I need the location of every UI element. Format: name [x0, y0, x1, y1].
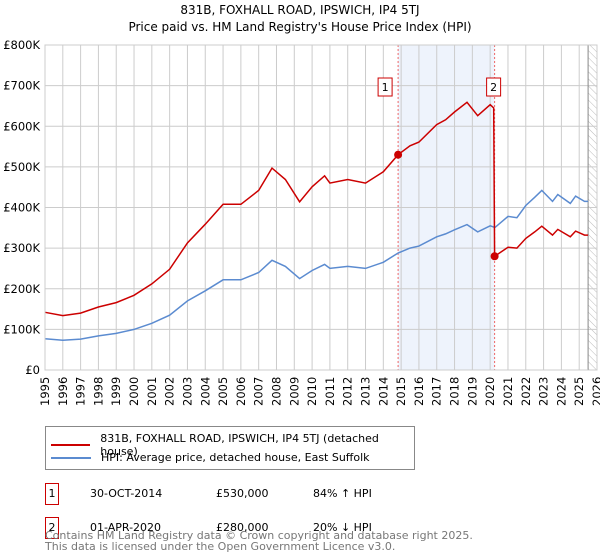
x-tick-label: 2005 [216, 377, 230, 406]
plot-border [44, 44, 598, 371]
x-tick-label: 2023 [537, 377, 551, 406]
x-tick-label: 2016 [412, 377, 426, 406]
sale-point [490, 252, 499, 261]
y-tick-label: £400K [3, 201, 40, 215]
x-tick-label: 2022 [519, 377, 533, 406]
legend: 831B, FOXHALL ROAD, IPSWICH, IP4 5TJ (de… [45, 426, 415, 470]
x-tick-label: 2009 [287, 377, 301, 406]
y-tick-label: £700K [3, 79, 40, 93]
x-tick-label: 2007 [252, 377, 266, 406]
x-tick-label: 2026 [590, 377, 600, 406]
sale-price: £530,000 [216, 487, 269, 500]
x-tick-label: 2002 [163, 377, 177, 406]
sale-row-1: 1 30-OCT-2014 £530,000 84% ↑ HPI [45, 483, 445, 505]
x-tick-label: 2010 [305, 377, 319, 406]
sale-point [394, 150, 403, 159]
sale-price: £280,000 [216, 521, 269, 534]
series-line [44, 189, 589, 342]
y-tick-label: £600K [3, 119, 40, 133]
x-tick-label: 2019 [465, 377, 479, 406]
sale-hpi-diff: 20% ↓ HPI [313, 521, 372, 534]
sale-marker-label: 1 [382, 81, 389, 94]
x-tick-label: 2017 [430, 377, 444, 406]
legend-label-hpi: HPI: Average price, detached house, East… [101, 451, 370, 464]
x-tick-label: 2003 [180, 377, 194, 406]
x-tick-label: 2013 [359, 377, 373, 406]
sale-badge: 2 [45, 517, 59, 539]
y-tick-label: £800K [3, 38, 40, 52]
legend-label-property: 831B, FOXHALL ROAD, IPSWICH, IP4 5TJ (de… [100, 432, 379, 458]
x-tick-label: 2015 [394, 377, 408, 406]
legend-red-line [51, 444, 91, 446]
x-tick-label: 2025 [572, 377, 586, 406]
x-tick-label: 2014 [376, 377, 390, 406]
x-tick-label: 2008 [269, 377, 283, 406]
y-tick-label: £100K [3, 322, 40, 336]
footer-line-2: This data is licensed under the Open Gov… [45, 540, 396, 553]
sale-row-2: 2 01-APR-2020 £280,000 20% ↓ HPI [45, 517, 445, 539]
sale-marker-label: 2 [490, 81, 497, 94]
x-tick-label: 1998 [91, 377, 105, 406]
x-tick-label: 1995 [38, 377, 52, 406]
x-tick-label: 2011 [323, 377, 337, 406]
chart-subtitle: Price paid vs. HM Land Registry's House … [128, 20, 472, 34]
sale-marker-box [486, 77, 502, 97]
y-tick-label: £500K [3, 160, 40, 174]
x-tick-label: 1999 [109, 377, 123, 406]
x-tick-label: 2018 [448, 377, 462, 406]
x-tick-label: 1997 [74, 377, 88, 406]
x-tick-label: 2021 [501, 377, 515, 406]
x-tick-label: 2024 [554, 377, 568, 406]
y-tick-label: £300K [3, 241, 40, 255]
sale-hpi-diff: 84% ↑ HPI [313, 487, 372, 500]
x-tick-label: 2006 [234, 377, 248, 406]
legend-blue-line [51, 456, 91, 459]
sale-date: 01-APR-2020 [90, 521, 162, 534]
sale-date: 30-OCT-2014 [90, 487, 163, 500]
x-tick-label: 2000 [127, 377, 141, 406]
sale-marker-box [377, 77, 393, 97]
y-tick-label: £200K [3, 282, 40, 296]
sale-badge: 1 [45, 483, 59, 505]
footer-line-1: Contains HM Land Registry data © Crown c… [45, 529, 473, 542]
price-chart: 1995 1996 1997 1998 1999 2000 2001 2002 2003 2004… [3, 38, 600, 406]
series-line [44, 101, 589, 317]
x-tick-label: 2012 [341, 377, 355, 406]
x-tick-label: 2004 [198, 377, 212, 406]
x-tick-label: 2020 [483, 377, 497, 406]
chart-title: 831B, FOXHALL ROAD, IPSWICH, IP4 5TJ [180, 3, 420, 17]
footer: Contains HM Land Registry data © Crown c… [45, 530, 473, 552]
x-tick-label: 2001 [145, 377, 159, 406]
y-tick-label: £0 [25, 363, 40, 377]
x-tick-label: 1996 [56, 377, 70, 406]
